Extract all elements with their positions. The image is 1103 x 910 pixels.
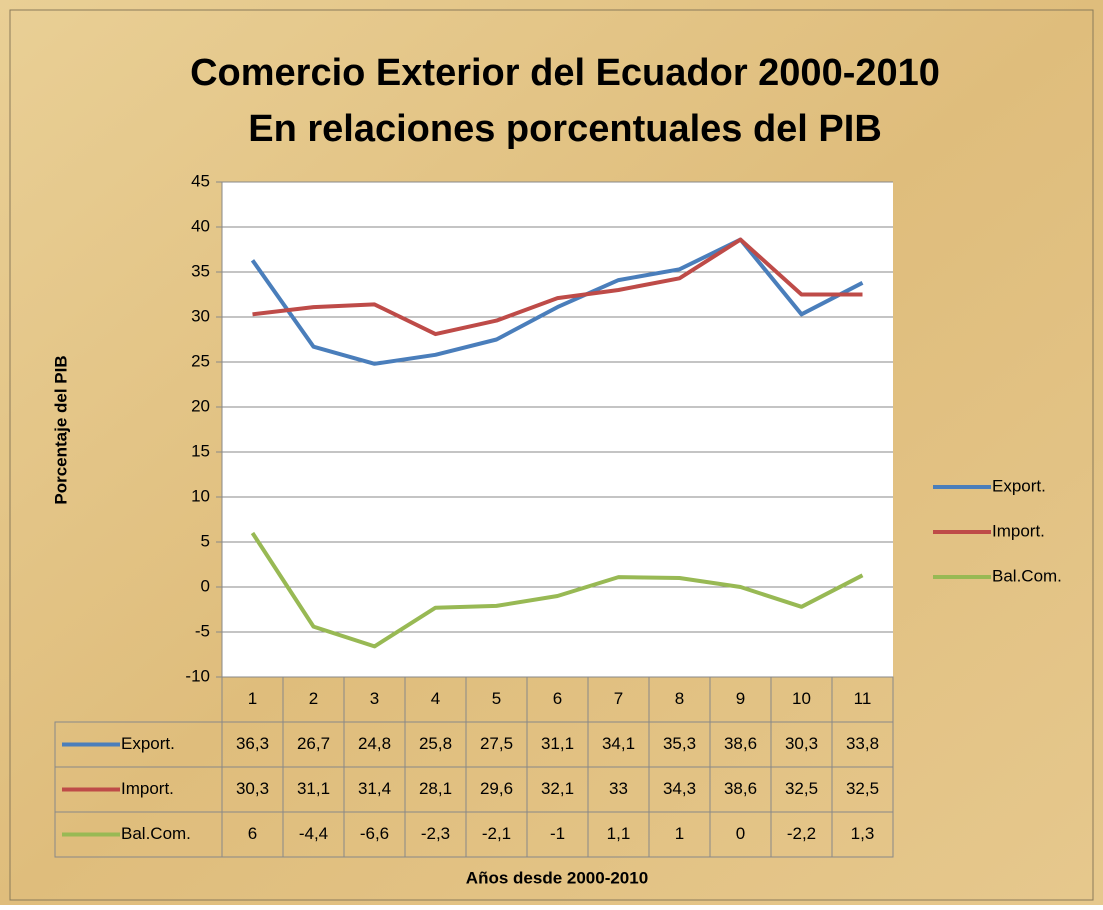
table-value: 32,5 [846, 779, 879, 798]
table-value: 36,3 [236, 734, 269, 753]
chart-subtitle: En relaciones porcentuales del PIB [248, 108, 882, 150]
y-tick-label: -5 [195, 621, 210, 640]
x-tick-label: 10 [792, 689, 811, 708]
table-row-name: Bal.Com. [121, 824, 191, 843]
table-value: 31,1 [297, 779, 330, 798]
table-value: 33,8 [846, 734, 879, 753]
x-tick-label: 11 [854, 689, 872, 708]
table-value: -2,2 [787, 824, 816, 843]
y-tick-label: 35 [191, 261, 210, 280]
chart-title: Comercio Exterior del Ecuador 2000-2010 [190, 52, 940, 94]
x-tick-label: 4 [431, 689, 440, 708]
y-tick-label: 25 [191, 351, 210, 370]
table-row-name: Import. [121, 779, 174, 798]
table-value: 26,7 [297, 734, 330, 753]
y-tick-label: 30 [191, 306, 210, 325]
table-value: -6,6 [360, 824, 389, 843]
table-value: 30,3 [785, 734, 818, 753]
table-value: 33 [609, 779, 628, 798]
table-value: 25,8 [419, 734, 452, 753]
x-tick-label: 1 [248, 689, 257, 708]
table-value: 29,6 [480, 779, 513, 798]
table-value: -4,4 [299, 824, 328, 843]
table-value: 1,1 [607, 824, 631, 843]
x-tick-label: 6 [553, 689, 562, 708]
table-value: -2,3 [421, 824, 450, 843]
table-value: 0 [736, 824, 745, 843]
table-value: 34,1 [602, 734, 635, 753]
table-value: 1,3 [851, 824, 875, 843]
table-value: 27,5 [480, 734, 513, 753]
table-value: 34,3 [663, 779, 696, 798]
x-tick-label: 7 [614, 689, 623, 708]
x-tick-label: 3 [370, 689, 379, 708]
table-value: 24,8 [358, 734, 391, 753]
table-value: 31,4 [358, 779, 391, 798]
series-line [250, 531, 864, 649]
x-tick-label: 5 [492, 689, 501, 708]
table-value: 28,1 [419, 779, 452, 798]
table-value: 32,5 [785, 779, 818, 798]
table-value: 30,3 [236, 779, 269, 798]
y-tick-label: 20 [191, 396, 210, 415]
table-value: 6 [248, 824, 257, 843]
y-tick-label: 0 [201, 576, 210, 595]
y-tick-label: 15 [191, 441, 210, 460]
table-value: 38,6 [724, 779, 757, 798]
y-tick-label: 5 [201, 531, 210, 550]
table-value: -2,1 [482, 824, 511, 843]
table-row-name: Export. [121, 734, 175, 753]
x-axis-label: Años desde 2000-2010 [466, 868, 648, 887]
table-value: -1 [550, 824, 565, 843]
y-axis-label: Porcentaje del PIB [51, 355, 70, 504]
table-value: 1 [675, 824, 684, 843]
series-line [252, 237, 863, 337]
y-tick-label: 45 [191, 171, 210, 190]
x-tick-label: 8 [675, 689, 684, 708]
legend-label: Bal.Com. [992, 566, 1062, 585]
y-tick-label: 10 [191, 486, 210, 505]
table-value: 31,1 [541, 734, 574, 753]
table-value: 32,1 [541, 779, 574, 798]
legend-label: Export. [992, 476, 1046, 495]
table-value: 38,6 [724, 734, 757, 753]
x-tick-label: 9 [736, 689, 745, 708]
y-tick-label: 40 [191, 216, 210, 235]
chart-border [9, 9, 1094, 901]
table-value: 35,3 [663, 734, 696, 753]
series-line [250, 237, 864, 366]
y-tick-label: -10 [185, 666, 210, 685]
legend-label: Import. [992, 521, 1045, 540]
x-tick-label: 2 [309, 689, 318, 708]
